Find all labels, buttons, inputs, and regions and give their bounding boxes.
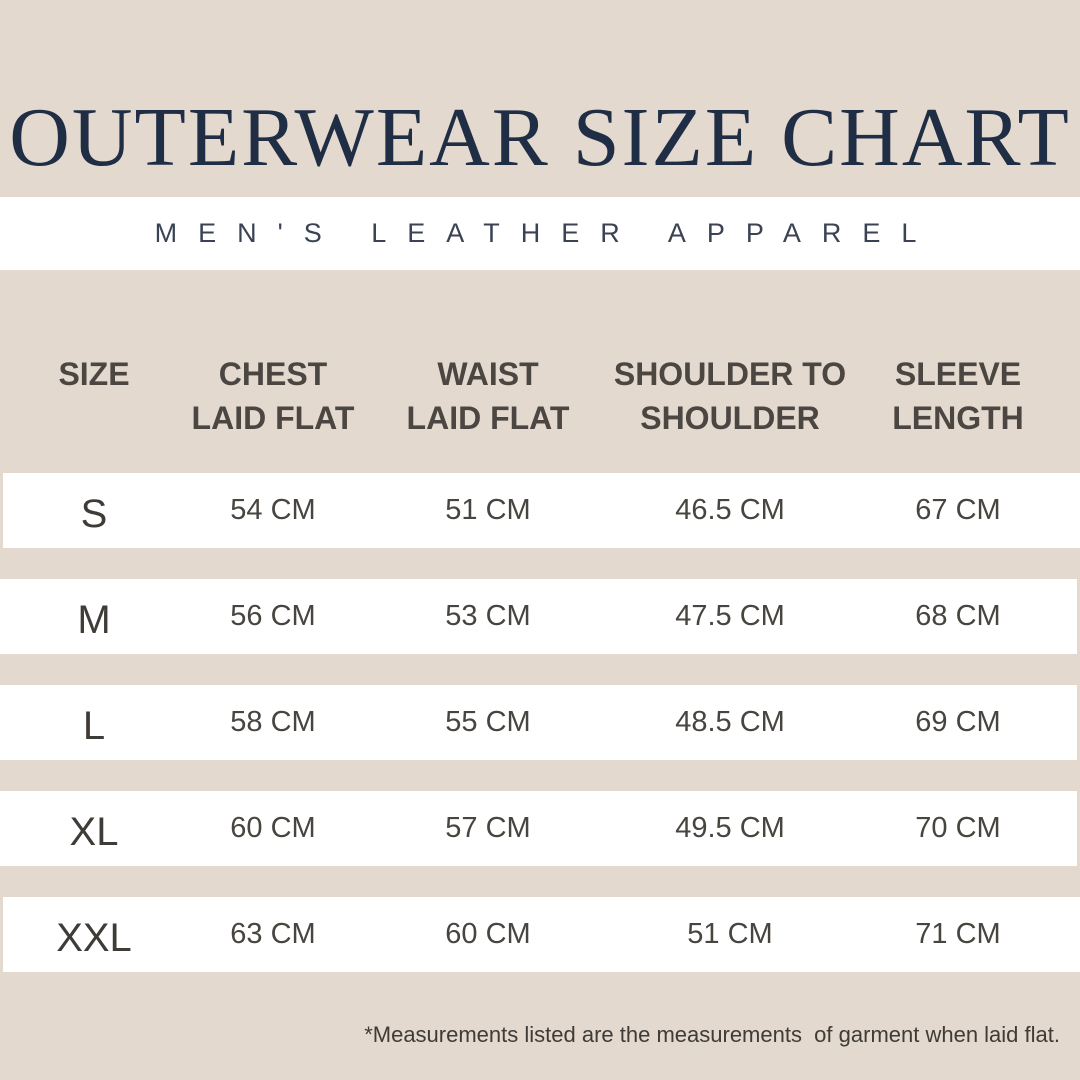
column-header: SLEEVE LENGTH xyxy=(892,352,1024,440)
table-row: L 58 CM 55 CM 48.5 CM 69 CM xyxy=(0,685,1077,760)
column-header-line: SLEEVE xyxy=(894,356,1022,392)
column-header-line: LAID FLAT xyxy=(191,400,355,436)
column-header-line: WAIST xyxy=(437,356,539,392)
page-title: OUTERWEAR SIZE CHART xyxy=(9,91,1071,184)
measurement-cell: 51 CM xyxy=(445,494,531,526)
subtitle: MEN'S LEATHER APPAREL xyxy=(154,218,938,248)
table-row: XL 60 CM 57 CM 49.5 CM 70 CM xyxy=(0,791,1077,866)
measurement-cell: 58 CM xyxy=(230,706,316,738)
column-header-line: CHEST xyxy=(218,356,328,392)
column-header-line: SHOULDER TO xyxy=(613,356,847,392)
size-label: S xyxy=(80,492,108,536)
size-label: XXL xyxy=(56,916,132,960)
measurement-cell: 57 CM xyxy=(445,812,531,844)
measurement-cell: 69 CM xyxy=(915,706,1001,738)
size-label: M xyxy=(77,598,111,642)
measurement-cell: 67 CM xyxy=(915,494,1001,526)
column-header-line: SHOULDER xyxy=(640,400,820,436)
column-header-line: LAID FLAT xyxy=(406,400,570,436)
measurement-cell: 49.5 CM xyxy=(675,812,785,844)
measurement-cell: 55 CM xyxy=(445,706,531,738)
column-header-line: LENGTH xyxy=(892,400,1024,436)
column-header: WAIST LAID FLAT xyxy=(407,352,570,440)
measurement-cell: 60 CM xyxy=(230,812,316,844)
measurement-cell: 53 CM xyxy=(445,600,531,632)
measurement-cell: 70 CM xyxy=(915,812,1001,844)
measurement-cell: 56 CM xyxy=(230,600,316,632)
measurement-cell: 54 CM xyxy=(230,494,316,526)
size-label: XL xyxy=(69,810,119,854)
measurement-cell: 71 CM xyxy=(915,918,1001,950)
measurement-cell: 46.5 CM xyxy=(675,494,785,526)
column-header: CHEST LAID FLAT xyxy=(192,352,355,440)
measurement-cell: 63 CM xyxy=(230,918,316,950)
size-label: L xyxy=(82,704,106,748)
measurement-cell: 51 CM xyxy=(687,918,773,950)
column-header-line: SIZE xyxy=(58,356,130,392)
footnote: *Measurements listed are the measurement… xyxy=(364,1022,1060,1047)
table-row: XXL 63 CM 60 CM 51 CM 71 CM xyxy=(3,897,1080,972)
measurement-cell: 48.5 CM xyxy=(675,706,785,738)
measurement-cell: 60 CM xyxy=(445,918,531,950)
table-row: S 54 CM 51 CM 46.5 CM 67 CM xyxy=(3,473,1080,548)
subtitle-band xyxy=(0,197,1080,270)
table-row: M 56 CM 53 CM 47.5 CM 68 CM xyxy=(0,579,1077,654)
column-header: SHOULDER TO SHOULDER xyxy=(614,352,846,440)
measurement-cell: 47.5 CM xyxy=(675,600,785,632)
column-header: SIZE xyxy=(58,352,129,396)
measurement-cell: 68 CM xyxy=(915,600,1001,632)
